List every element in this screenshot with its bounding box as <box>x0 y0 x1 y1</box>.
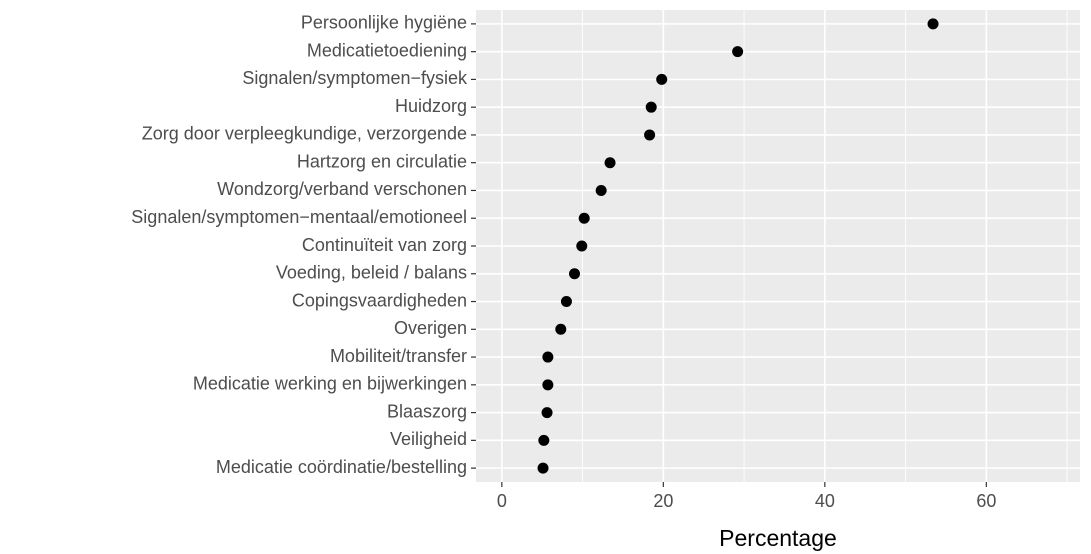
y-tick-label: Copingsvaardigheden <box>292 290 467 310</box>
dot <box>542 379 554 391</box>
x-tick-label: 40 <box>815 491 835 511</box>
dot <box>656 73 668 85</box>
dot <box>569 268 581 280</box>
y-tick-label: Persoonlijke hygiëne <box>301 13 467 33</box>
y-tick-label: Overigen <box>394 318 467 338</box>
dot <box>604 157 616 169</box>
dot <box>541 407 553 419</box>
y-tick-label: Signalen/symptomen−fysiek <box>242 68 468 88</box>
x-tick-label: 0 <box>497 491 507 511</box>
dot <box>578 212 590 224</box>
y-tick-label: Continuïteit van zorg <box>302 235 467 255</box>
dot <box>595 184 607 196</box>
dot <box>732 46 744 58</box>
y-tick-label: Wondzorg/verband verschonen <box>217 179 467 199</box>
x-tick-label: 20 <box>653 491 673 511</box>
y-tick-label: Veiligheid <box>390 429 467 449</box>
y-tick-label: Medicatie werking en bijwerkingen <box>193 374 467 394</box>
dot <box>644 129 656 141</box>
y-tick-label: Medicatie coördinatie/bestelling <box>216 457 467 477</box>
y-tick-label: Mobiliteit/transfer <box>330 346 467 366</box>
y-tick-label: Hartzorg en circulatie <box>297 151 467 171</box>
y-tick-label: Zorg door verpleegkundige, verzorgende <box>142 124 467 144</box>
dot <box>560 296 572 308</box>
y-tick-label: Huidzorg <box>395 96 467 116</box>
dot <box>645 101 657 113</box>
x-tick-label: 60 <box>976 491 996 511</box>
dot <box>927 18 939 30</box>
y-tick-label: Medicatietoediening <box>307 40 467 60</box>
y-tick-label: Blaaszorg <box>387 401 467 421</box>
x-axis-title: Percentage <box>719 525 837 551</box>
y-tick-label: Voeding, beleid / balans <box>276 263 467 283</box>
dot <box>537 462 549 474</box>
dot <box>538 434 550 446</box>
dot <box>576 240 588 252</box>
y-tick-label: Signalen/symptomen−mentaal/emotioneel <box>131 207 467 227</box>
dot <box>555 323 567 335</box>
dot <box>542 351 554 363</box>
